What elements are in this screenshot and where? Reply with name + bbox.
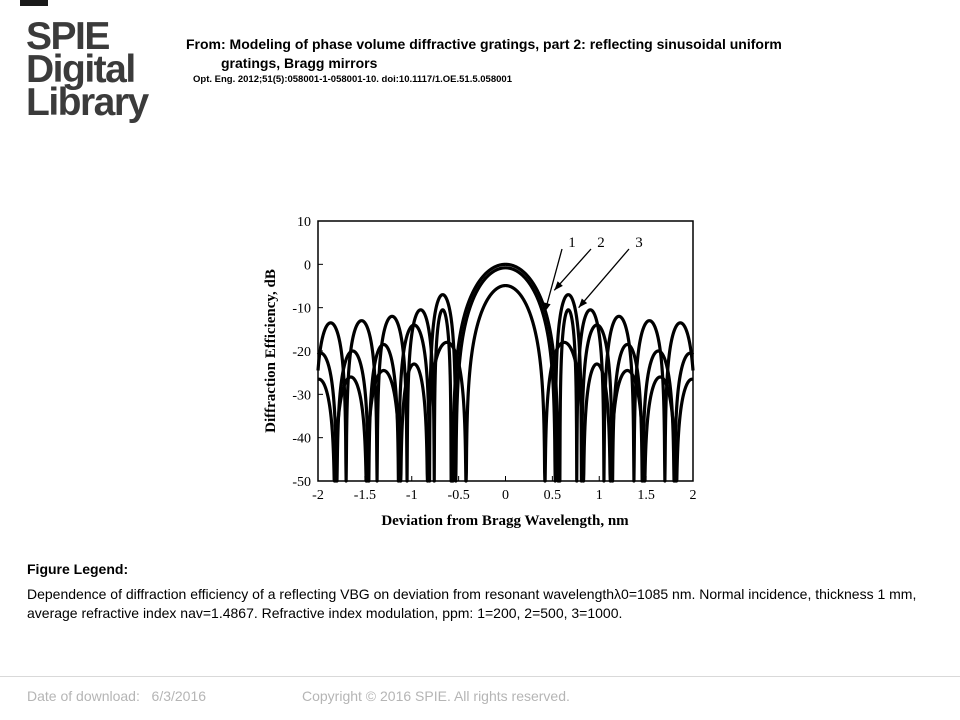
x-axis-label: Deviation from Bragg Wavelength, nm xyxy=(381,513,629,529)
logo-line-1: SPIE xyxy=(26,15,110,58)
x-tick-label: 1.5 xyxy=(637,488,655,503)
y-tick-label: -50 xyxy=(292,475,311,490)
spie-digital-library-logo: SPIE Digital Library xyxy=(26,15,156,124)
logo-line-2: Digital xyxy=(26,48,136,91)
article-title-line-1: From: Modeling of phase volume diffracti… xyxy=(186,36,782,52)
series-line-3 xyxy=(316,262,695,483)
y-axis-label: Diffraction Efficiency, dB xyxy=(263,269,279,433)
download-date: Date of download: 6/3/2016 xyxy=(27,688,206,704)
plot-frame xyxy=(317,220,694,482)
x-tick-label: -2 xyxy=(312,488,324,503)
figure-legend-heading: Figure Legend: xyxy=(27,561,129,577)
logo-line-3: Library xyxy=(26,81,149,124)
curve-annotation-label: 3 xyxy=(635,235,643,251)
x-tick-label: 0 xyxy=(502,488,509,503)
footer-divider xyxy=(0,676,960,677)
annotation-arrowhead xyxy=(554,281,563,291)
annotation-arrow xyxy=(553,248,592,291)
copyright-notice: Copyright © 2016 SPIE. All rights reserv… xyxy=(302,688,570,704)
curve-annotation-label: 2 xyxy=(597,235,605,251)
article-title-line-2: gratings, Bragg mirrors xyxy=(221,55,378,71)
annotation-arrow xyxy=(578,248,630,309)
y-tick-label: -20 xyxy=(292,345,311,360)
download-date-value: 6/3/2016 xyxy=(151,688,207,704)
y-tick-label: -10 xyxy=(292,302,311,317)
corner-mark xyxy=(20,0,48,6)
diffraction-efficiency-chart: -2 -1.5 -1 -0.5 0 0.5 1 1.5 2100-10-20-30-40-50 … xyxy=(263,215,697,529)
annotation-arrowhead xyxy=(578,298,588,308)
y-tick-label: -30 xyxy=(292,388,311,403)
y-tick-label: -40 xyxy=(292,432,311,447)
article-citation: Opt. Eng. 2012;51(5):058001-1-058001-10.… xyxy=(193,74,512,85)
y-tick-label: 10 xyxy=(297,215,311,230)
annotation-arrow xyxy=(544,248,563,313)
y-tick-label: 0 xyxy=(304,258,311,273)
x-tick-label: -1.5 xyxy=(354,488,376,503)
download-date-label: Date of download: xyxy=(27,688,140,704)
x-tick-label: 2 xyxy=(690,488,697,503)
article-title: From: Modeling of phase volume diffracti… xyxy=(186,35,906,73)
curve-annotation-label: 1 xyxy=(568,235,576,251)
x-tick-label: 1 xyxy=(596,488,603,503)
figure-legend-text: Dependence of diffraction efficiency of … xyxy=(27,586,917,621)
annotation-arrowhead xyxy=(543,302,551,312)
x-tick-label: -1 xyxy=(406,488,418,503)
x-tick-label: 0.5 xyxy=(544,488,562,503)
x-tick-label: -0.5 xyxy=(448,488,470,503)
